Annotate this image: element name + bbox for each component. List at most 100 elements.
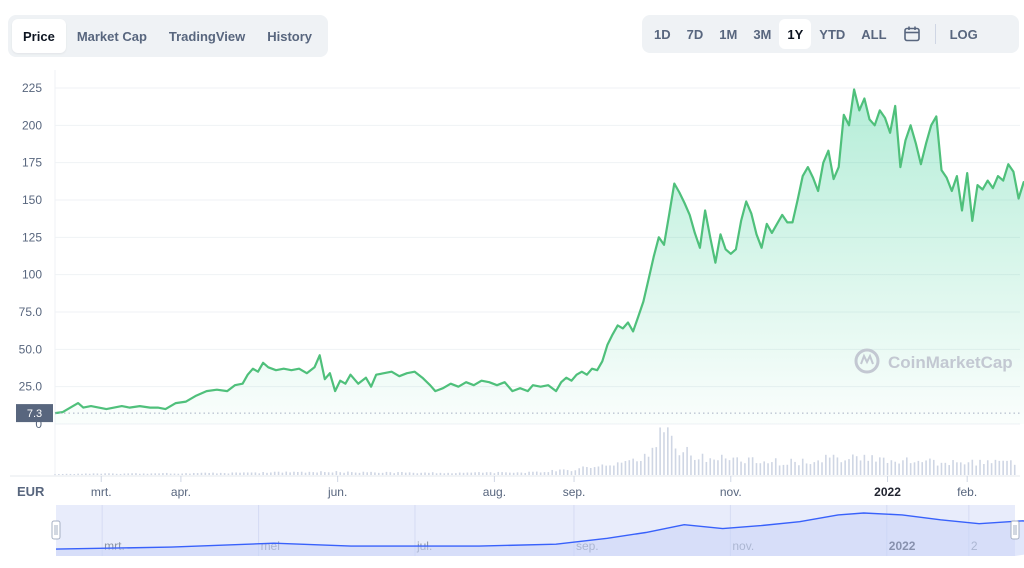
grid-lines xyxy=(10,70,1020,477)
volume-bar xyxy=(724,458,727,475)
volume-bar xyxy=(959,462,962,475)
volume-bar xyxy=(196,473,199,475)
volume-bar xyxy=(821,462,823,475)
volume-bar xyxy=(863,454,866,475)
volume-bar xyxy=(127,473,130,475)
volume-bar xyxy=(747,457,750,475)
volume-bar xyxy=(967,462,970,475)
y-tick-label: 125 xyxy=(22,230,42,244)
volume-bar xyxy=(327,472,330,475)
volume-bar xyxy=(836,457,839,475)
volume-bar xyxy=(601,464,604,475)
range-7d-button[interactable]: 7D xyxy=(686,26,704,42)
y-axis: 0 25.0 50.0 75.0 100 125 150 175 200 225 xyxy=(19,81,43,431)
price-area xyxy=(54,88,1024,424)
tab-history[interactable]: History xyxy=(267,28,313,44)
volume-bar xyxy=(566,470,569,475)
volume-bar xyxy=(848,459,850,475)
volume-bar xyxy=(1002,460,1004,475)
volume-bar xyxy=(462,472,465,475)
volume-bar xyxy=(628,460,631,475)
volume-bar xyxy=(771,462,773,475)
volume-bar xyxy=(466,472,469,475)
volume-bar xyxy=(420,472,422,475)
tab-market-cap[interactable]: Market Cap xyxy=(76,28,147,44)
volume-bar xyxy=(347,471,349,475)
volume-bar xyxy=(131,473,133,475)
volume-bar xyxy=(439,472,442,475)
volume-bar xyxy=(551,469,554,475)
volume-bar xyxy=(990,463,993,475)
volume-bar xyxy=(235,472,237,475)
volume-bar xyxy=(320,471,322,475)
volume-bar xyxy=(408,472,411,475)
volume-bar xyxy=(258,473,261,475)
range-ytd-button[interactable]: YTD xyxy=(819,26,846,42)
navigator-line xyxy=(55,512,1024,550)
volume-bar xyxy=(894,461,897,475)
range-all-button[interactable]: ALL xyxy=(861,26,887,42)
y-tick-label: 25.0 xyxy=(19,380,43,394)
calendar-icon[interactable] xyxy=(895,19,929,49)
volume-bar xyxy=(165,472,168,475)
volume-bar xyxy=(266,472,268,475)
volume-bar xyxy=(81,473,83,475)
range-1m-button[interactable]: 1M xyxy=(719,26,738,42)
currency-label: EUR xyxy=(17,484,45,499)
volume-bar xyxy=(694,459,696,475)
volume-bar xyxy=(528,471,530,475)
volume-bar xyxy=(898,463,900,475)
tab-tradingview[interactable]: TradingView xyxy=(168,28,246,44)
volume-bar xyxy=(609,465,611,475)
volume-bar xyxy=(493,473,496,475)
volume-bar xyxy=(289,472,291,475)
volume-bar xyxy=(158,473,160,475)
volume-bar xyxy=(562,469,565,475)
volume-bar xyxy=(424,472,426,475)
volume-bar xyxy=(751,457,754,475)
volume-bar xyxy=(458,472,461,475)
volume-bar xyxy=(794,461,796,475)
volume-bar xyxy=(412,472,415,475)
volume-bar xyxy=(913,462,916,475)
volume-bar xyxy=(474,472,476,475)
volume-bar xyxy=(92,473,95,475)
volume-bar xyxy=(713,459,715,475)
volume-bar xyxy=(778,465,781,475)
range-1y-button[interactable]: 1Y xyxy=(779,19,812,49)
navigator-right-handle[interactable] xyxy=(1010,520,1020,540)
range-3m-button[interactable]: 3M xyxy=(753,26,772,42)
volume-bar xyxy=(720,454,723,475)
volume-bar xyxy=(971,459,974,475)
volume-bar xyxy=(690,455,692,475)
x-tick-label: apr. xyxy=(171,485,191,499)
volume-bar xyxy=(431,472,434,475)
volume-bar xyxy=(150,473,153,475)
volume-bar xyxy=(559,469,561,475)
volume-bar xyxy=(54,474,56,475)
volume-bar xyxy=(300,471,303,475)
range-1d-button[interactable]: 1D xyxy=(654,26,671,42)
volume-bar xyxy=(343,472,345,475)
volume-bar xyxy=(828,457,831,475)
log-scale-toggle[interactable]: LOG xyxy=(949,26,978,42)
volume-bar xyxy=(832,454,835,475)
tab-price[interactable]: Price xyxy=(12,19,66,53)
volume-bar xyxy=(940,462,943,475)
volume-bar xyxy=(88,473,91,475)
volume-bar xyxy=(674,448,677,475)
volume-bar xyxy=(416,473,419,475)
volume-bar xyxy=(285,471,288,475)
y-tick-label: 50.0 xyxy=(19,342,43,356)
volume-bar xyxy=(115,473,118,475)
volume-bar xyxy=(447,472,449,475)
volume-bar xyxy=(358,472,361,475)
volume-bar xyxy=(535,471,538,475)
volume-bar xyxy=(963,464,966,475)
volume-bar xyxy=(975,465,977,475)
navigator-left-handle[interactable] xyxy=(51,520,61,540)
volume-bar xyxy=(701,453,704,475)
volume-bar xyxy=(77,473,79,475)
range-navigator[interactable]: mrt.meijul.sep.nov.20222 xyxy=(51,505,1024,556)
